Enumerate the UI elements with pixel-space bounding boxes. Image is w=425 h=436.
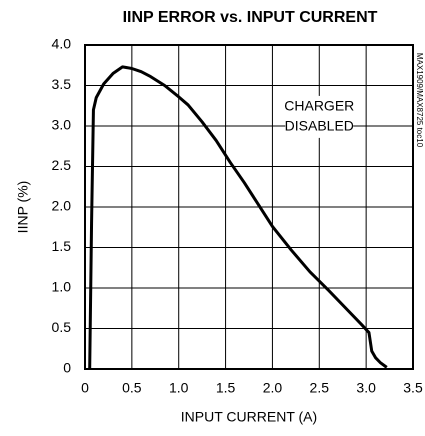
x-tick-label: 1.5	[216, 380, 236, 396]
figure-code: MAX1909/MAX8725 toc10	[415, 53, 424, 148]
chart-title: IINP ERROR vs. INPUT CURRENT	[123, 9, 378, 26]
x-axis-label: INPUT CURRENT (A)	[181, 409, 317, 425]
data-line	[88, 65, 388, 370]
x-tick-label: 2.0	[263, 380, 283, 396]
y-tick-label: 3.0	[52, 117, 72, 133]
x-tick-label: 3.5	[403, 380, 423, 396]
x-tick-label: 0	[81, 380, 89, 396]
y-tick-label: 2.0	[52, 198, 72, 214]
y-axis-label: IINP (%)	[15, 181, 31, 234]
y-tick-label: 1.0	[52, 279, 72, 295]
y-tick-label: 3.5	[52, 76, 72, 92]
x-tick-label: 0.5	[122, 380, 142, 396]
x-tick-label: 2.5	[310, 380, 330, 396]
annotation: DISABLED	[285, 118, 354, 134]
y-tick-label: 2.5	[52, 157, 72, 173]
x-tick-label: 1.0	[169, 380, 189, 396]
y-tick-label: 1.5	[52, 238, 72, 254]
plot-frame	[84, 44, 414, 370]
annotation-background	[285, 95, 354, 138]
x-tick-label: 3.0	[356, 380, 376, 396]
annotation: CHARGER	[284, 98, 354, 114]
y-tick-label: 0	[63, 360, 71, 376]
y-tick-label: 0.5	[52, 319, 72, 335]
y-tick-label: 4.0	[52, 36, 72, 52]
